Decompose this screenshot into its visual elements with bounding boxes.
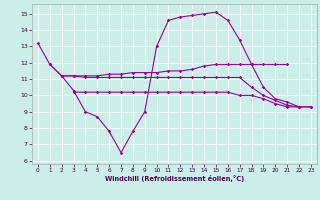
X-axis label: Windchill (Refroidissement éolien,°C): Windchill (Refroidissement éolien,°C) bbox=[105, 175, 244, 182]
